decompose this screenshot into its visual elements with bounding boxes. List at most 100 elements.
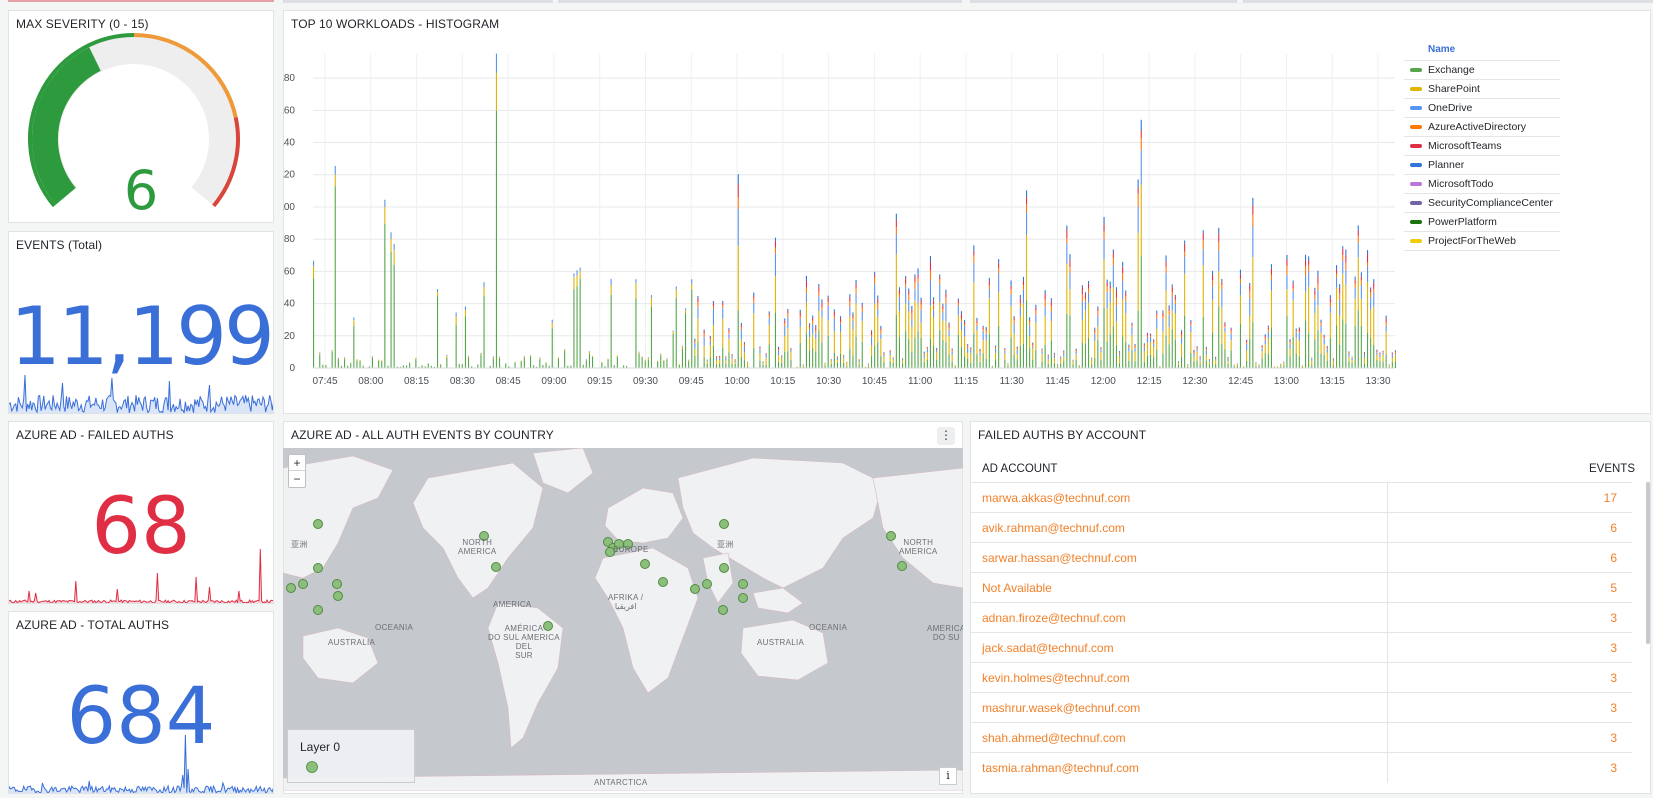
map-marker[interactable] xyxy=(719,563,729,573)
legend-item[interactable]: ProjectForTheWeb xyxy=(1404,232,1560,251)
account-cell[interactable]: adnan.firoze@technuf.com xyxy=(982,611,1126,625)
histogram-bar xyxy=(1134,344,1136,346)
legend-item[interactable]: SharePoint xyxy=(1404,80,1560,99)
histogram-bar xyxy=(319,353,321,355)
account-cell[interactable]: kevin.holmes@technuf.com xyxy=(982,671,1130,685)
map-marker[interactable] xyxy=(719,519,729,529)
histogram-bar xyxy=(340,365,342,368)
histogram-bar xyxy=(778,346,780,348)
histogram-bar xyxy=(895,219,897,228)
histogram-bar xyxy=(688,361,690,368)
histogram-bar xyxy=(840,332,842,354)
legend-item[interactable]: OneDrive xyxy=(1404,99,1560,118)
map-info-button[interactable]: i xyxy=(939,767,957,785)
account-cell[interactable]: sarwar.hassan@technuf.com xyxy=(982,551,1137,565)
column-divider xyxy=(1387,633,1388,663)
legend-item[interactable]: PowerPlatform xyxy=(1404,213,1560,232)
histogram-bar xyxy=(747,361,749,363)
histogram-bar xyxy=(1357,230,1359,237)
histogram-bar xyxy=(827,297,829,302)
histogram-bar xyxy=(1022,276,1024,281)
account-cell[interactable]: shah.ahmed@technuf.com xyxy=(982,731,1126,745)
histogram-bar xyxy=(759,353,761,361)
map-marker[interactable] xyxy=(543,621,553,631)
legend-header-name[interactable]: Name xyxy=(1404,44,1560,61)
table-row[interactable]: avik.rahman@technuf.com 6 xyxy=(971,512,1632,543)
table-row[interactable]: marwa.akkas@technuf.com 17 xyxy=(971,482,1632,513)
histogram-bar xyxy=(1339,344,1341,368)
map-marker[interactable] xyxy=(886,531,896,541)
histogram-bar xyxy=(768,313,770,316)
legend-item[interactable]: SecurityComplianceCenter xyxy=(1404,194,1560,213)
table-scrollbar[interactable] xyxy=(1646,482,1650,644)
table-row[interactable]: adnan.firoze@technuf.com 3 xyxy=(971,602,1632,633)
table-row[interactable]: Not Available 5 xyxy=(971,572,1632,603)
table-row[interactable]: tasmia.rahman@technuf.com 3 xyxy=(971,752,1632,783)
map-marker[interactable] xyxy=(690,584,700,594)
map-marker[interactable] xyxy=(738,593,748,603)
histogram-bar xyxy=(957,315,959,335)
histogram-bar xyxy=(616,355,618,357)
panel-menu-button[interactable]: ⋮ xyxy=(937,427,955,445)
account-cell[interactable]: jack.sadat@technuf.com xyxy=(982,641,1114,655)
histogram-bar xyxy=(1246,340,1248,343)
map-marker[interactable] xyxy=(313,563,323,573)
histogram-bar xyxy=(1150,333,1152,335)
histogram-bar xyxy=(1153,340,1155,342)
histogram-bar xyxy=(1153,344,1155,347)
legend-item[interactable]: Planner xyxy=(1404,156,1560,175)
table-row[interactable]: mashrur.wasek@technuf.com 3 xyxy=(971,692,1632,723)
histogram-bar xyxy=(353,325,355,368)
map-marker[interactable] xyxy=(491,562,501,572)
map-title: AZURE AD - ALL AUTH EVENTS BY COUNTRY xyxy=(291,428,554,442)
world-map[interactable]: 亚洲 NORTH AMERICA AMERICA OCEANIA AUSTRAL… xyxy=(283,448,963,791)
histogram-bar xyxy=(1010,280,1012,286)
table-row[interactable]: sarwar.hassan@technuf.com 6 xyxy=(971,542,1632,573)
legend-item[interactable]: MicrosoftTeams xyxy=(1404,137,1560,156)
table-row[interactable]: jack.sadat@technuf.com 3 xyxy=(971,632,1632,663)
legend-swatch xyxy=(1410,182,1422,186)
map-marker[interactable] xyxy=(658,577,668,587)
table-row[interactable]: shah.ahmed@technuf.com 3 xyxy=(971,722,1632,753)
map-marker[interactable] xyxy=(286,583,296,593)
account-cell[interactable]: tasmia.rahman@technuf.com xyxy=(982,761,1139,775)
map-marker[interactable] xyxy=(479,531,489,541)
histogram-bar xyxy=(923,352,925,354)
histogram-bar xyxy=(728,329,730,332)
map-marker[interactable] xyxy=(897,561,907,571)
map-marker[interactable] xyxy=(640,559,650,569)
histogram-bar xyxy=(960,330,962,348)
histogram-bar xyxy=(1196,360,1198,368)
histogram-bar xyxy=(616,356,618,368)
account-cell[interactable]: avik.rahman@technuf.com xyxy=(982,521,1125,535)
histogram-bar xyxy=(1041,349,1043,350)
map-marker[interactable] xyxy=(332,579,342,589)
account-cell[interactable]: marwa.akkas@technuf.com xyxy=(982,491,1131,505)
histogram-bar xyxy=(564,351,566,368)
map-marker[interactable] xyxy=(313,605,323,615)
legend-item[interactable]: Exchange xyxy=(1404,61,1560,80)
histogram-bar xyxy=(1394,354,1396,362)
account-cell[interactable]: mashrur.wasek@technuf.com xyxy=(982,701,1141,715)
map-marker[interactable] xyxy=(702,579,712,589)
histogram-bar xyxy=(1255,365,1257,368)
histogram-bar xyxy=(1088,281,1090,284)
map-marker[interactable] xyxy=(298,579,308,589)
legend-item[interactable]: AzureActiveDirectory xyxy=(1404,118,1560,137)
histogram-bar xyxy=(861,302,863,306)
map-marker[interactable] xyxy=(718,605,728,615)
histogram-bar xyxy=(1165,261,1167,267)
map-marker[interactable] xyxy=(313,519,323,529)
table-row[interactable]: kevin.holmes@technuf.com 3 xyxy=(971,662,1632,693)
histogram-bar xyxy=(1298,331,1300,333)
account-cell[interactable]: Not Available xyxy=(982,581,1052,595)
legend-item[interactable]: MicrosoftTodo xyxy=(1404,175,1560,194)
map-marker[interactable] xyxy=(623,539,633,549)
col-header-account[interactable]: AD ACCOUNT xyxy=(982,463,1058,475)
map-marker[interactable] xyxy=(333,591,343,601)
map-marker[interactable] xyxy=(738,579,748,589)
col-header-events[interactable]: EVENTS xyxy=(1588,463,1635,475)
zoom-out-button[interactable]: − xyxy=(293,472,301,486)
map-marker[interactable] xyxy=(605,547,615,557)
zoom-in-button[interactable]: + xyxy=(289,455,305,471)
